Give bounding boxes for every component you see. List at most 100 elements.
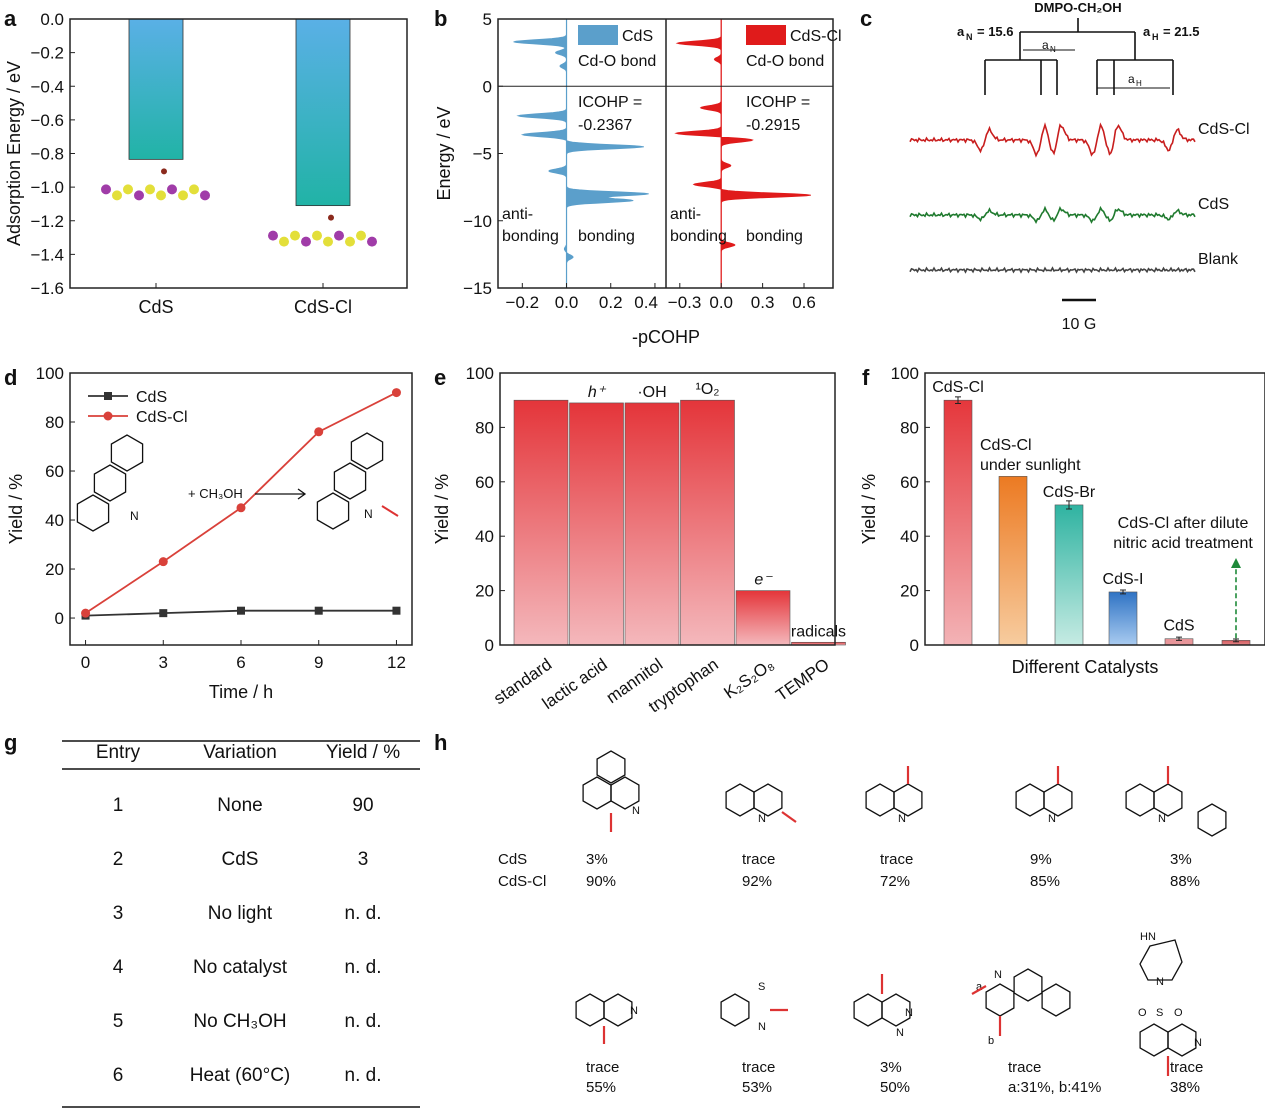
plot-frame xyxy=(499,372,836,646)
yield-cds: trace xyxy=(1170,1059,1203,1076)
bar-label: CdS-I xyxy=(1103,571,1144,588)
x-tick-label: 0.0 xyxy=(709,293,733,312)
legend-label: CdS-Cl xyxy=(136,409,188,426)
bar-0 xyxy=(943,399,973,646)
atom-icon xyxy=(290,230,300,241)
bar-label: CdS-Cl xyxy=(980,437,1032,454)
data-point xyxy=(158,557,168,567)
yield-cdscl: 88% xyxy=(1170,873,1200,890)
table-cell: n. d. xyxy=(345,1011,382,1032)
bar-annotation: ·OH xyxy=(637,384,666,401)
bar-3 xyxy=(1108,591,1138,646)
phenanthridine-icon xyxy=(582,776,612,810)
benzothiazole-icon xyxy=(720,993,750,1027)
reaction-text: + CH₃OH xyxy=(188,486,243,501)
table-cell: 1 xyxy=(113,795,124,816)
table-header: Entry xyxy=(96,742,141,763)
x-tick-label: 9 xyxy=(314,653,323,672)
y-tick-label: −1.0 xyxy=(30,178,64,197)
plot-frame xyxy=(69,372,413,646)
yield-cdscl: 38% xyxy=(1170,1079,1200,1096)
data-point xyxy=(236,503,246,513)
y-tick-label: −1.6 xyxy=(30,279,64,298)
yield-cds: trace xyxy=(586,1059,619,1076)
x-tick-label: 0.0 xyxy=(555,293,579,312)
atom-label: N xyxy=(632,805,640,817)
table-cell: None xyxy=(217,795,262,816)
bar-annotation: ¹O₂ xyxy=(696,381,720,398)
aH-label: a xyxy=(1143,24,1151,39)
legend-marker xyxy=(103,411,113,421)
benzoquinoline-icon xyxy=(985,983,1015,1017)
x-tick-label: −0.2 xyxy=(506,293,540,312)
table-cell: n. d. xyxy=(345,903,382,924)
panel-label-a: a xyxy=(4,6,17,31)
bar-annotation: radicals xyxy=(791,623,846,640)
atom-icon xyxy=(101,184,111,195)
bar-CdS xyxy=(128,18,184,160)
bar-label: CdS-Cl xyxy=(932,379,984,396)
phenanthridine-icon xyxy=(596,750,626,784)
y-axis-label: Yield / % xyxy=(6,474,26,544)
bar-label: under sunlight xyxy=(980,457,1081,474)
panel-label-h: h xyxy=(434,730,447,755)
y-tick-label: 60 xyxy=(475,473,494,492)
methyl-group xyxy=(781,811,797,823)
bar-1 xyxy=(998,476,1028,646)
atom-icon xyxy=(323,236,333,247)
x-tick-label: 0.6 xyxy=(792,293,816,312)
yield-cdscl: a:31%, b:41% xyxy=(1008,1079,1101,1096)
x-tick-label: 0.2 xyxy=(599,293,623,312)
error-bar xyxy=(1120,589,1126,595)
data-point xyxy=(159,609,168,618)
x-tick-label: 3 xyxy=(159,653,168,672)
legend-swatch xyxy=(746,25,786,45)
y-tick-label: −0.6 xyxy=(30,111,64,130)
yield-cds: 3% xyxy=(880,1059,902,1076)
aH-inner-sub: H xyxy=(1136,79,1142,88)
legend-label: CdS-Cl xyxy=(790,28,842,45)
quinoline-icon xyxy=(753,783,783,817)
yield-cds: 3% xyxy=(1170,851,1192,868)
antibonding-label: bonding xyxy=(502,228,559,245)
panel-label-e: e xyxy=(434,365,446,390)
atom-N: N xyxy=(364,507,373,521)
y-tick-label: −15 xyxy=(463,279,492,298)
antibonding-label: anti- xyxy=(502,206,533,223)
panel-label-b: b xyxy=(434,6,447,31)
series-line-CdS-Cl xyxy=(85,391,397,614)
legend-label: CdS xyxy=(136,389,167,406)
y-tick-label: 40 xyxy=(45,511,64,530)
yield-cds: trace xyxy=(1008,1059,1041,1076)
y-tick-label: −0.4 xyxy=(30,77,64,96)
atom-icon xyxy=(178,190,188,201)
bar-label: nitric acid treatment xyxy=(1113,535,1253,552)
quinoline-icon xyxy=(1197,803,1227,837)
bar-0 xyxy=(513,399,569,646)
legend-label: CdS xyxy=(622,28,653,45)
table-cell: 5 xyxy=(113,1011,124,1032)
legend-marker xyxy=(104,392,112,400)
quinoline-icon xyxy=(1015,783,1045,817)
diazepane-ring xyxy=(1139,939,1183,981)
quinoline-icon xyxy=(865,783,895,817)
table-cell: No CH₃OH xyxy=(193,1011,286,1032)
atom-label: b xyxy=(988,1035,994,1047)
quinoline-icon xyxy=(725,783,755,817)
table-cell: n. d. xyxy=(345,1065,382,1086)
atom-label: N xyxy=(758,1021,766,1033)
aN-inner: a xyxy=(1042,38,1049,52)
yield-cdscl: 50% xyxy=(880,1079,910,1096)
atom-icon xyxy=(112,190,122,201)
panel-label-g: g xyxy=(4,730,17,755)
trace-label: CdS xyxy=(1198,196,1229,213)
quinoline-icon xyxy=(893,783,923,817)
yield-cdscl: 90% xyxy=(586,873,616,890)
phenanthridine-icon xyxy=(110,434,144,472)
atom-label: N xyxy=(1048,813,1056,825)
x-axis-label: Time / h xyxy=(209,682,273,702)
isoquinoline-icon xyxy=(575,993,605,1027)
x-tick-label: K₂S₂O₈ xyxy=(720,655,777,703)
y-tick-label: 100 xyxy=(466,364,494,383)
